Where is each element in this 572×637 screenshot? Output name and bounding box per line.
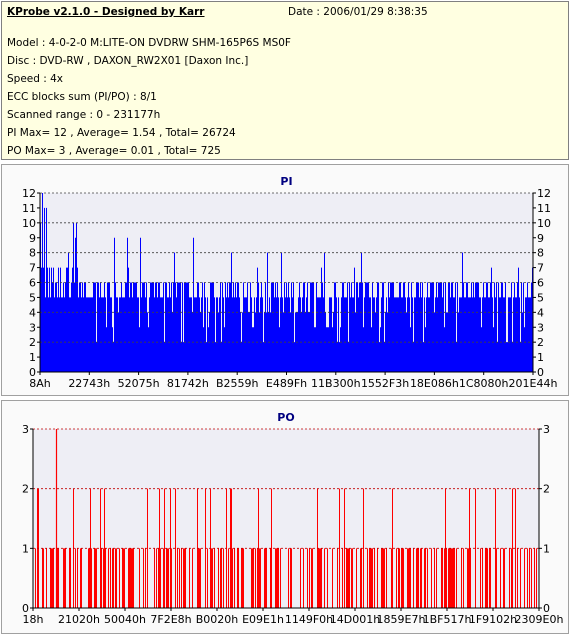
x-tick-label: B2559h (216, 377, 259, 390)
disc-line: Disc : DVD-RW , DAXON_RW2X01 [Daxon Inc.… (7, 55, 249, 67)
info-panel: KProbe v2.1.0 - Designed by Karr Date : … (1, 1, 569, 160)
y-tick-label-right: 3 (543, 423, 550, 436)
y-tick-label-left: 9 (29, 232, 36, 245)
y-tick-label-right: 1 (543, 542, 550, 555)
y-tick-label-left: 1 (22, 542, 29, 555)
x-tick-label: 201E44h (509, 377, 558, 390)
series-pi (40, 193, 533, 372)
y-tick-label-left: 11 (22, 202, 36, 215)
y-tick-label-right: 4 (537, 306, 544, 319)
y-tick-label-right: 2 (543, 483, 550, 496)
y-tick-label-left: 3 (22, 423, 29, 436)
x-tick-label: 21020h (58, 613, 100, 626)
x-tick-label: E489Fh (266, 377, 307, 390)
x-tick-label: 11B300h (311, 377, 361, 390)
chart-title: PI (280, 175, 292, 188)
range-line: Scanned range : 0 - 231177h (7, 109, 161, 121)
po-chart-panel: PO 0 0 1 1 2 2 3 3 18h 21020h 50040h 7F2E8h B0020h E09… (1, 400, 569, 634)
y-tick-label-left: 10 (22, 217, 36, 230)
x-tick-label: 8Ah (29, 377, 51, 390)
y-tick-label-left: 5 (29, 291, 36, 304)
x-tick-label: 18E086h (410, 377, 459, 390)
y-tick-label-right: 10 (537, 217, 551, 230)
y-tick-label-left: 0 (22, 602, 29, 615)
x-tick-label: 81742h (167, 377, 209, 390)
y-tick-label-left: 2 (29, 336, 36, 349)
ecc-line: ECC blocks sum (PI/PO) : 8/1 (7, 91, 157, 103)
y-tick-label-right: 11 (537, 202, 551, 215)
y-tick-label-right: 6 (537, 277, 544, 290)
y-tick-label-left: 3 (29, 321, 36, 334)
y-tick-label-left: 12 (22, 187, 36, 200)
x-tick-label: 1552F3h (361, 377, 409, 390)
y-tick-label-right: 12 (537, 187, 551, 200)
x-tick-label: 18h (23, 613, 44, 626)
x-tick-label: 1BF517h (423, 613, 472, 626)
po-summary-line: PO Max= 3 , Average= 0.01 , Total= 725 (7, 145, 221, 157)
x-tick-label: 1C8080h (459, 377, 509, 390)
app-title: KProbe v2.1.0 - Designed by Karr (7, 6, 205, 18)
pi-chart-panel: PI 0 0 1 1 2 2 3 3 4 4 5 5 6 6 7 7 8 8 9 9 10 10 11 11 12 12 8Ah 227… (1, 164, 569, 396)
series-po (35, 429, 537, 608)
x-tick-label: 2309E0h (515, 613, 564, 626)
y-tick-label-right: 5 (537, 291, 544, 304)
y-tick-label-left: 6 (29, 277, 36, 290)
y-tick-label-right: 8 (537, 247, 544, 260)
x-tick-label: 7F2E8h (150, 613, 191, 626)
model-line: Model : 4-0-2-0 M:LITE-ON DVDRW SHM-165P… (7, 37, 291, 49)
x-tick-label: 52075h (118, 377, 160, 390)
y-tick-label-left: 4 (29, 306, 36, 319)
x-tick-label: E09E1h (242, 613, 284, 626)
y-tick-label-left: 8 (29, 247, 36, 260)
y-tick-label-right: 9 (537, 232, 544, 245)
y-tick-label-right: 0 (537, 366, 544, 379)
scan-date: Date : 2006/01/29 8:38:35 (288, 6, 428, 18)
x-tick-label: 50040h (104, 613, 146, 626)
y-tick-label-left: 0 (29, 366, 36, 379)
x-tick-label: B0020h (196, 613, 239, 626)
y-tick-label-left: 1 (29, 351, 36, 364)
y-tick-label-left: 7 (29, 262, 36, 275)
y-tick-label-right: 7 (537, 262, 544, 275)
y-tick-label-right: 3 (537, 321, 544, 334)
chart-title: PO (277, 411, 294, 424)
y-tick-label-right: 2 (537, 336, 544, 349)
x-tick-label: 1F9102h (469, 613, 517, 626)
speed-line: Speed : 4x (7, 73, 64, 85)
y-tick-label-left: 2 (22, 483, 29, 496)
y-tick-label-right: 0 (543, 602, 550, 615)
y-tick-label-right: 1 (537, 351, 544, 364)
x-tick-label: 22743h (68, 377, 110, 390)
x-tick-label: 1149F0h (285, 613, 333, 626)
x-tick-label: 1859E7h (377, 613, 426, 626)
po-chart: PO 0 0 1 1 2 2 3 3 18h 21020h 50040h 7F2E8h B0020h E09… (22, 411, 564, 626)
pi-summary-line: PI Max= 12 , Average= 1.54 , Total= 2672… (7, 127, 236, 139)
x-tick-label: 14D001h (330, 613, 380, 626)
